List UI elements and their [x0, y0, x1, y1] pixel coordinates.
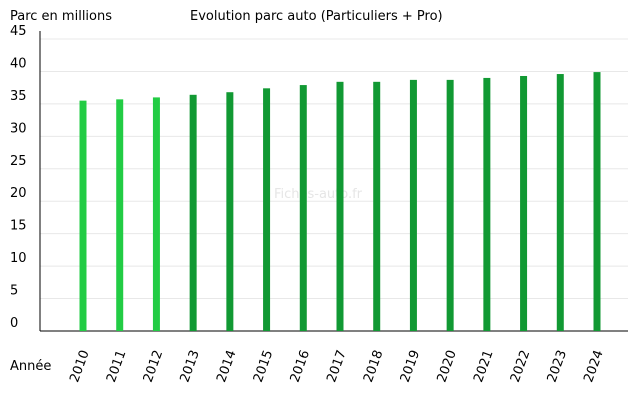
bar	[189, 94, 197, 331]
bar	[483, 77, 491, 331]
x-tick-label: 2011	[104, 348, 129, 384]
bar	[409, 79, 417, 331]
y-tick-label: 15	[10, 219, 27, 234]
bar	[226, 92, 234, 331]
x-tick-label: 2012	[141, 348, 166, 384]
x-tick-label: 2010	[67, 348, 92, 384]
bar	[520, 75, 528, 331]
x-tick-label: 2015	[251, 348, 276, 384]
x-tick-label: 2019	[398, 348, 423, 384]
bar	[116, 99, 124, 331]
y-tick-label: 0	[10, 316, 18, 331]
y-tick-label: 30	[10, 121, 27, 136]
bar	[79, 100, 87, 332]
y-tick-label: 45	[10, 24, 27, 39]
y-tick-label: 20	[10, 186, 27, 201]
bar	[446, 79, 454, 331]
bar	[152, 97, 160, 332]
bar	[299, 85, 307, 332]
x-tick-label: 2023	[545, 348, 570, 384]
x-tick-label: 2013	[177, 348, 202, 384]
bar	[336, 81, 344, 332]
x-tick-label: 2018	[361, 348, 386, 384]
x-axis-label: Année	[10, 359, 51, 374]
bar	[373, 81, 381, 332]
y-tick-label: 5	[10, 284, 18, 299]
x-tick-label: 2017	[324, 348, 349, 384]
x-tick-label: 2021	[471, 348, 496, 384]
watermark: Fiches-auto.fr	[274, 187, 363, 202]
y-tick-label: 40	[10, 56, 27, 71]
y-axis-label: Parc en millions	[10, 9, 112, 24]
x-tick-label: 2014	[214, 348, 239, 384]
x-tick-label: 2022	[508, 348, 533, 384]
x-tick-label: 2024	[581, 348, 606, 384]
bar	[263, 88, 271, 331]
y-tick-label: 10	[10, 251, 27, 266]
x-tick-label: 2016	[288, 348, 313, 384]
bar	[593, 72, 601, 332]
y-tick-label: 35	[10, 89, 27, 104]
x-tick-label: 2020	[434, 348, 459, 384]
y-tick-label: 25	[10, 154, 27, 169]
chart-title: Evolution parc auto (Particuliers + Pro)	[190, 9, 443, 24]
bar	[556, 74, 564, 331]
